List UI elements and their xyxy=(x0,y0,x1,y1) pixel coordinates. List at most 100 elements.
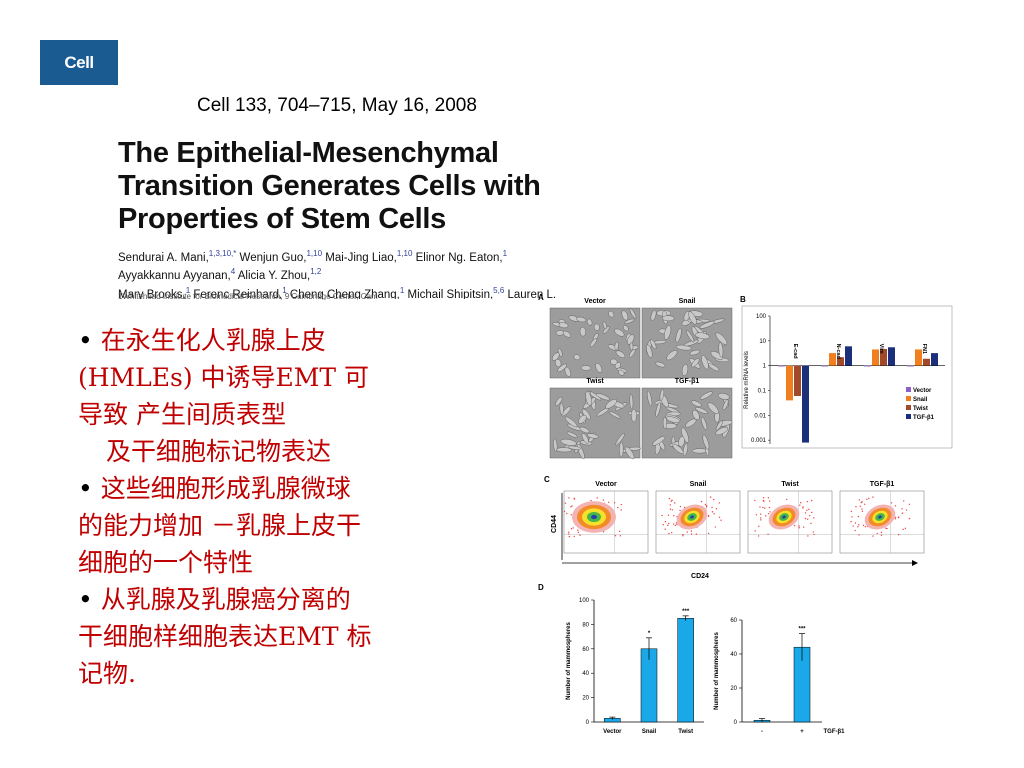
cell-shape xyxy=(556,447,572,453)
event-dot xyxy=(872,496,874,498)
cell-shape xyxy=(675,328,682,343)
event-dot xyxy=(894,516,897,518)
cell-shape xyxy=(554,359,562,368)
flow-label: TGF-β1 xyxy=(870,481,895,488)
micrograph-label: TGF-β1 xyxy=(675,378,700,385)
author-name: Michail Shipitsin, xyxy=(404,288,494,299)
cell-shape xyxy=(580,365,591,371)
cell-shape xyxy=(615,350,626,359)
event-dot xyxy=(758,525,760,527)
bullet-dot: • xyxy=(78,326,93,355)
event-dot xyxy=(864,526,867,528)
y-tick-label: 1 xyxy=(763,364,767,370)
event-dot xyxy=(670,531,673,534)
y-tick-label: 100 xyxy=(579,598,590,604)
event-dot xyxy=(704,503,707,506)
cell-shape xyxy=(695,407,708,414)
event-dot xyxy=(890,502,893,504)
panel-label-d: D xyxy=(538,583,544,592)
y-tick-label: 0.001 xyxy=(751,438,767,444)
cell-shape xyxy=(689,349,700,356)
cell-shape xyxy=(614,341,619,351)
event-dot xyxy=(602,499,605,501)
bar xyxy=(864,365,871,367)
cell-shape xyxy=(692,448,708,454)
cell-shape xyxy=(699,391,713,400)
event-dot xyxy=(718,502,721,504)
event-dot xyxy=(577,529,579,531)
journal-logo: Cell xyxy=(40,40,118,85)
cell-shape xyxy=(593,323,600,331)
flow-label: Twist xyxy=(781,481,799,488)
event-dot xyxy=(667,514,670,516)
cell-shape xyxy=(650,309,657,321)
category-label: - xyxy=(761,729,763,735)
density-contour xyxy=(591,514,597,520)
event-dot xyxy=(707,515,710,518)
cell-shape xyxy=(678,436,685,447)
bullet-line: • 这些细胞形成乳腺微球 xyxy=(78,474,351,503)
mammosphere-chart-right: 0 20 40 60 Number of mammospheres - + *** TGF-β1 xyxy=(714,618,845,735)
event-dot xyxy=(872,535,874,537)
event-dot xyxy=(579,534,581,536)
cell-shape xyxy=(615,432,625,446)
event-dot xyxy=(806,518,809,520)
y-tick-label: 80 xyxy=(582,622,589,628)
event-dot xyxy=(760,517,762,519)
author-name: Alicia Y. Zhou, xyxy=(235,270,311,283)
event-dot xyxy=(568,497,570,499)
micrograph-label: Twist xyxy=(586,378,604,385)
affiliation: 1Whitehead Institute for Biomedical Rese… xyxy=(118,292,378,300)
category-label: E-cad xyxy=(792,344,798,359)
bullet-line: (HMLEs) 中诱导EMT 可 xyxy=(78,363,370,392)
x-axis-label: TGF-β1 xyxy=(824,729,846,735)
density-contour xyxy=(782,515,786,519)
event-dot xyxy=(765,515,767,517)
cell-shape xyxy=(623,325,629,332)
event-dot xyxy=(866,498,868,501)
event-dot xyxy=(619,535,622,537)
event-dot xyxy=(673,515,675,517)
y-tick-label: 60 xyxy=(730,618,737,624)
bar xyxy=(845,346,852,366)
author-name: Lauren L. Campbell, xyxy=(507,288,557,299)
affiliation-superscript: 1 xyxy=(399,285,405,295)
event-dot xyxy=(674,524,677,527)
cell-shape xyxy=(555,396,563,406)
cell-shape xyxy=(664,325,672,340)
event-dot xyxy=(757,535,760,537)
cell-shape xyxy=(624,446,635,460)
cell-shape xyxy=(692,409,700,421)
cell-shape xyxy=(602,326,610,334)
bar xyxy=(821,365,828,367)
y-tick-label: 40 xyxy=(582,671,589,677)
event-dot xyxy=(763,500,765,502)
cell-shape xyxy=(560,438,577,446)
cell-shape xyxy=(684,339,699,347)
event-dot xyxy=(813,533,815,536)
event-dot xyxy=(573,535,575,538)
legend-entry: TGF-β1 xyxy=(913,415,935,421)
category-label: FN1 xyxy=(921,344,927,354)
cell-shape xyxy=(715,420,723,431)
cell-shape xyxy=(552,352,560,361)
bullet-list: • 在永生化人乳腺上皮 (HMLEs) 中诱导EMT 可 导致 产生间质表型 及… xyxy=(78,322,473,692)
event-dot xyxy=(804,517,807,520)
cell-shape xyxy=(718,393,730,400)
bar xyxy=(837,357,844,366)
author-name: Mai-Jing Liao, xyxy=(322,251,397,264)
event-dot xyxy=(572,527,574,529)
y-tick-label: 100 xyxy=(756,314,767,320)
bullet-line: 细胞的一个特性 xyxy=(78,548,254,577)
event-dot xyxy=(676,524,678,526)
cell-shape xyxy=(578,414,587,424)
legend-swatch xyxy=(906,396,911,401)
cell-shape xyxy=(691,358,700,368)
cell-shape xyxy=(581,433,589,444)
event-dot xyxy=(713,498,715,501)
event-dot xyxy=(798,527,801,529)
event-dot xyxy=(713,513,715,515)
cell-shape xyxy=(707,402,719,414)
event-dot xyxy=(668,497,671,500)
event-dot xyxy=(705,506,708,508)
